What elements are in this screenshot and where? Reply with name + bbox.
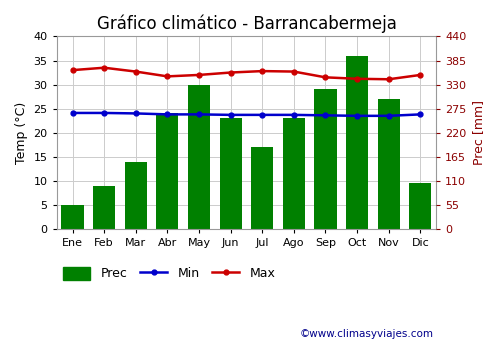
Bar xyxy=(188,85,210,229)
Bar xyxy=(283,118,305,229)
Bar xyxy=(378,99,400,229)
Bar xyxy=(220,118,242,229)
Bar xyxy=(346,56,368,229)
Legend: Prec, Min, Max: Prec, Min, Max xyxy=(63,267,276,280)
Bar xyxy=(124,162,147,229)
Bar xyxy=(93,186,115,229)
Bar xyxy=(62,205,84,229)
Y-axis label: Temp (°C): Temp (°C) xyxy=(15,102,28,164)
Bar xyxy=(156,113,178,229)
Text: ©www.climasyviajes.com: ©www.climasyviajes.com xyxy=(300,329,434,339)
Y-axis label: Prec [mm]: Prec [mm] xyxy=(472,100,485,165)
Title: Gráfico climático - Barrancabermeja: Gráfico climático - Barrancabermeja xyxy=(96,15,397,34)
Bar xyxy=(410,183,432,229)
Bar xyxy=(314,89,336,229)
Bar xyxy=(251,147,274,229)
